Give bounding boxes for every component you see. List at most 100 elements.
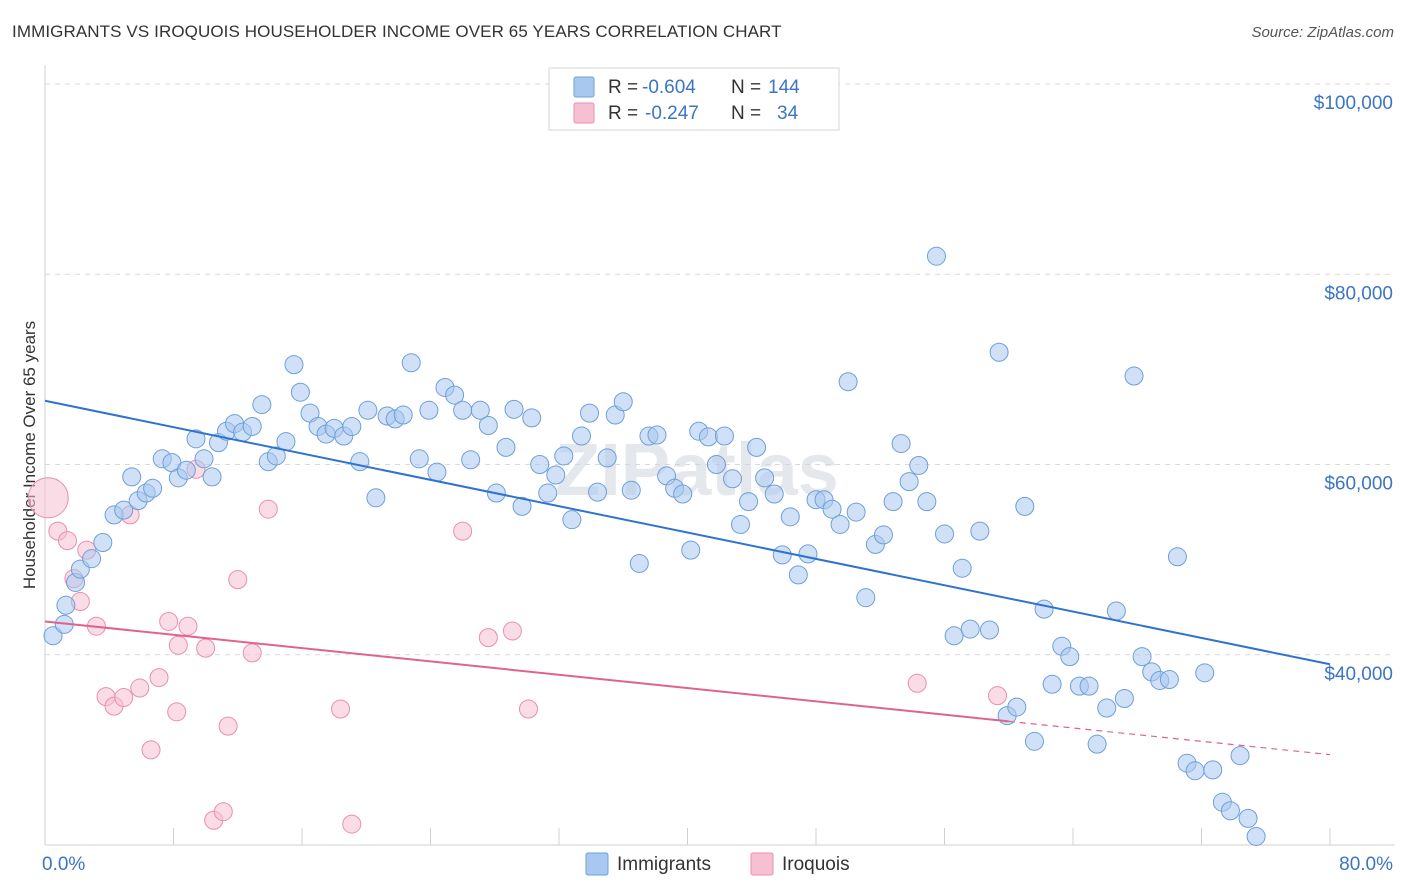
immigrants-point — [891, 434, 911, 454]
y-axis-label: Householder Income Over 65 years — [20, 321, 39, 589]
immigrants-point — [846, 502, 866, 522]
immigrants-point — [1106, 601, 1126, 621]
immigrants-point — [419, 400, 439, 420]
immigrants-point — [1007, 697, 1027, 717]
immigrants-point — [401, 353, 421, 373]
immigrants-point — [82, 549, 102, 569]
immigrants-point — [1195, 663, 1215, 683]
y-tick-label-3: $100,000 — [1314, 93, 1393, 114]
chart-title: IMMIGRANTS VS IROQUOIS HOUSEHOLDER INCOM… — [12, 22, 782, 41]
source-credit: Source: ZipAtlas.com — [1251, 24, 1394, 41]
iroquois-swatch — [573, 102, 595, 124]
immigrants-point — [453, 400, 473, 420]
immigrants-point — [366, 488, 386, 508]
immigrants-point — [554, 446, 574, 466]
immigrants-point — [512, 496, 532, 516]
legend-r-value-2: -0.247 — [645, 103, 699, 124]
immigrants-point — [242, 416, 262, 436]
immigrants-point — [764, 484, 784, 504]
immigrants-point — [952, 558, 972, 578]
immigrants-point — [1042, 674, 1062, 694]
iroquois-point — [478, 628, 498, 648]
immigrants-point — [461, 450, 481, 470]
immigrants-point — [1220, 801, 1240, 821]
immigrants-point — [176, 460, 196, 480]
y-tick-label-0: $40,000 — [1324, 664, 1393, 685]
immigrants-point — [290, 382, 310, 402]
series-legend: Immigrants Iroquois — [585, 852, 850, 876]
iroquois-trend-line — [44, 620, 1009, 723]
immigrants-point — [1167, 547, 1187, 567]
immigrants-point — [597, 448, 617, 468]
immigrants-point — [673, 484, 693, 504]
immigrants-point — [856, 588, 876, 608]
immigrants-point — [358, 400, 378, 420]
immigrants-point — [496, 437, 516, 457]
immigrants-point — [909, 455, 929, 475]
immigrants-point — [1203, 760, 1223, 780]
immigrants-point — [93, 533, 113, 553]
stats-legend-box — [548, 67, 840, 131]
immigrants-point — [970, 521, 990, 541]
immigrants-point — [194, 449, 214, 469]
immigrants-point — [409, 449, 429, 469]
immigrants-point — [1114, 689, 1134, 709]
immigrants-point — [538, 483, 558, 503]
iroquois-point — [502, 621, 522, 641]
bottom-legend-immigrants-swatch — [585, 852, 609, 876]
iroquois-point — [518, 699, 538, 719]
immigrants-point — [530, 455, 550, 475]
iroquois-point — [159, 611, 179, 631]
immigrants-point — [504, 399, 524, 419]
immigrants-point — [1015, 496, 1035, 516]
immigrants-point — [772, 545, 792, 565]
immigrants-point — [1034, 599, 1054, 619]
immigrants-point — [706, 455, 726, 475]
immigrants-point — [1159, 669, 1179, 689]
immigrants-point — [43, 626, 63, 646]
immigrants-point — [822, 499, 842, 519]
immigrants-point — [798, 544, 818, 564]
iroquois-point — [242, 643, 262, 663]
iroquois-point — [114, 688, 134, 708]
iroquois-point — [228, 570, 248, 590]
immigrants-point — [252, 395, 272, 415]
iroquois-point — [218, 716, 238, 736]
iroquois-point — [258, 499, 278, 519]
immigrants-point — [186, 429, 206, 449]
iroquois-point — [57, 531, 77, 551]
iroquois-point — [988, 686, 1008, 706]
legend-n-label-1: N = — [731, 77, 761, 98]
legend-n-label-2: N = — [731, 103, 761, 124]
immigrants-point — [935, 524, 954, 544]
bottom-legend-iroquois-swatch — [750, 852, 774, 876]
y-tick-label-2: $80,000 — [1324, 283, 1393, 304]
immigrants-point — [546, 465, 566, 485]
immigrants-point — [1079, 676, 1099, 696]
immigrants-point — [621, 480, 641, 500]
immigrants-point — [350, 452, 370, 472]
bottom-legend-immigrants-label: Immigrants — [617, 854, 711, 875]
immigrants-point — [1024, 731, 1044, 751]
immigrants-point — [838, 372, 858, 392]
immigrants-point — [731, 514, 751, 534]
iroquois-trend-extension — [1008, 720, 1331, 756]
immigrants-point — [1060, 647, 1080, 667]
iroquois-point — [331, 699, 351, 719]
immigrants-point — [883, 492, 903, 512]
immigrants-point — [944, 626, 964, 646]
immigrants-point — [122, 467, 142, 487]
immigrants-point — [647, 425, 667, 445]
iroquois-point — [130, 678, 150, 698]
x-tick-label-max: 80.0% — [1339, 854, 1393, 875]
iroquois-point — [907, 673, 927, 693]
immigrants-point — [960, 619, 980, 639]
immigrants-point — [143, 478, 163, 498]
stats-legend: R = -0.604 N = 144 R = -0.247 N = 34 — [548, 67, 840, 131]
iroquois-point — [196, 638, 216, 658]
immigrants-point — [284, 355, 304, 375]
legend-r-value-1: -0.604 — [642, 77, 696, 98]
iroquois-point — [178, 616, 198, 636]
immigrants-point — [114, 500, 134, 520]
immigrants-point — [427, 462, 447, 482]
